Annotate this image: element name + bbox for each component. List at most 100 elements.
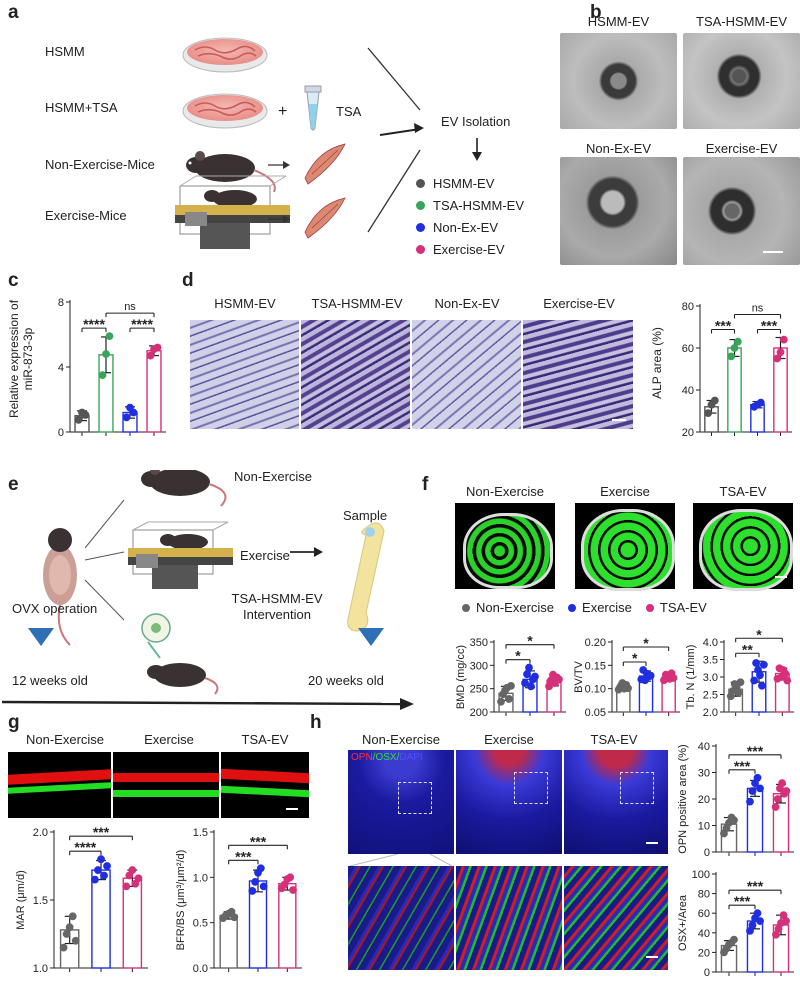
y-tick-label: 30 xyxy=(698,768,710,780)
scale-bar xyxy=(775,576,787,578)
scale-bar xyxy=(763,251,783,253)
legend-label: TSA-HSMM-EV xyxy=(433,197,524,213)
panel-label-c: c xyxy=(8,270,19,291)
y-tick-label: 2.0 xyxy=(33,827,48,839)
stain-osx: /OSX/ xyxy=(372,752,400,763)
data-point xyxy=(756,671,764,680)
if-zoom-non-exercise xyxy=(348,866,454,970)
panel-label-e: e xyxy=(8,474,19,495)
legend-dot xyxy=(416,244,425,254)
legend-label: Non-Ex-EV xyxy=(433,219,499,235)
e-sample: Sample xyxy=(343,508,388,523)
data-point xyxy=(525,663,533,672)
data-point xyxy=(782,787,791,795)
c-ylabel-line1: Relative expression of xyxy=(7,299,21,419)
calcein-image-tsa-ev xyxy=(221,752,309,818)
legend-label: Exercise-EV xyxy=(433,241,505,257)
data-point xyxy=(103,862,111,870)
panel-a-illustration: + TSA xyxy=(175,37,482,249)
y-tick-label: 80 xyxy=(698,889,710,901)
y-tick-label: 2.0 xyxy=(703,707,718,719)
significance-label: **** xyxy=(83,316,105,332)
data-point xyxy=(286,873,295,882)
data-point xyxy=(505,695,513,703)
mouse-icon xyxy=(141,470,227,507)
y-axis-label: MAR (μm/d) xyxy=(15,870,27,930)
y-tick-label: 0.0 xyxy=(193,963,208,975)
d-title: Non-Ex-EV xyxy=(434,296,500,311)
y-tick-label: 1.5 xyxy=(193,827,208,839)
y-tick-label: 4 xyxy=(58,362,64,374)
bar xyxy=(91,869,111,969)
y-axis-label: BV/TV xyxy=(573,660,585,692)
legend-item: TSA-EV xyxy=(645,600,707,615)
bone-icon xyxy=(347,522,385,632)
data-point xyxy=(94,866,102,874)
plus-sign: + xyxy=(278,103,287,120)
y-axis-label: Tb. N (1/mm) xyxy=(685,645,697,710)
data-point xyxy=(527,682,535,691)
if-top-non-exercise xyxy=(348,750,454,854)
e-intervention: TSA-HSMM-EV Intervention xyxy=(222,591,332,623)
data-point xyxy=(289,886,297,894)
if-zoom-tsa-ev xyxy=(564,866,668,970)
y-tick-label: 0.10 xyxy=(585,684,606,696)
data-point xyxy=(783,676,792,685)
mouse-icon xyxy=(43,528,77,646)
data-point xyxy=(65,923,74,932)
legend-item: Exercise-EV xyxy=(416,238,524,260)
data-point xyxy=(251,877,260,886)
d-ylabel: ALP area (%) xyxy=(650,327,664,399)
data-point xyxy=(669,674,678,682)
e-non-exercise: Non-Exercise xyxy=(234,469,313,484)
y-tick-label: 250 xyxy=(470,684,488,696)
data-point xyxy=(781,669,790,678)
y-tick-label: 300 xyxy=(470,660,488,672)
panel-label-f: f xyxy=(422,474,429,495)
y-tick-label: 40 xyxy=(682,385,694,397)
significance-label: ** xyxy=(742,641,753,657)
legend-dot xyxy=(645,603,654,612)
timeline-marker-icon xyxy=(28,628,54,646)
data-point xyxy=(734,688,743,697)
scale-bar xyxy=(286,808,298,810)
y-tick-label: 0.5 xyxy=(193,918,208,930)
data-point xyxy=(758,681,766,690)
data-point xyxy=(756,398,765,407)
e-intervention-line2: Intervention xyxy=(243,607,311,622)
y-axis-label: OSX+/Area xyxy=(677,894,689,951)
injection-icon xyxy=(141,613,171,659)
stain-dapi: DAPI xyxy=(399,752,423,763)
data-point xyxy=(497,697,505,706)
data-point xyxy=(646,671,655,680)
bar xyxy=(219,914,238,969)
significance-label: *** xyxy=(93,824,110,840)
data-point xyxy=(773,354,782,363)
chart-g-mar: 1.0 1.5 2.0 MAR (μm/d) ******* xyxy=(15,824,148,975)
tem-image-tsa-hsmm-ev xyxy=(683,33,800,129)
if-zoom-exercise xyxy=(456,866,562,970)
data-point xyxy=(122,882,131,891)
chart-f-tbn: 2.0 2.5 3.0 3.5 4.0 Tb. N (1/mm) *** xyxy=(685,626,794,719)
legend-dot xyxy=(416,222,425,232)
alp-image-tsa-hsmm-ev xyxy=(301,320,410,429)
data-point xyxy=(105,332,114,341)
treadmill-icon xyxy=(175,175,290,249)
data-point xyxy=(779,335,788,344)
data-point xyxy=(730,816,738,825)
mouse-icon xyxy=(147,663,219,695)
bar xyxy=(278,882,297,969)
data-point xyxy=(753,909,762,918)
y-tick-label: 20 xyxy=(682,427,694,439)
e-ovx: OVX operation xyxy=(12,601,98,616)
y-tick-label: 40 xyxy=(698,741,710,753)
data-point xyxy=(259,882,268,891)
data-point xyxy=(736,678,745,687)
panel-label-g: g xyxy=(8,712,20,733)
legend-label: HSMM-EV xyxy=(433,175,495,191)
legend-dot xyxy=(416,200,425,210)
h-title: Exercise xyxy=(484,732,534,747)
data-point xyxy=(748,787,757,795)
y-tick-label: 3.0 xyxy=(703,672,718,684)
legend-label: Non-Exercise xyxy=(476,600,555,615)
